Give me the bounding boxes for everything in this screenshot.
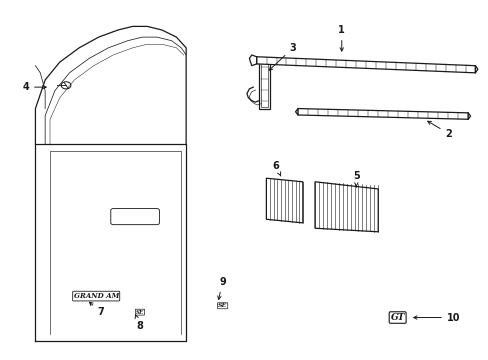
Text: 10: 10 [413, 312, 459, 323]
Bar [259, 60, 269, 109]
Text: 9: 9 [217, 277, 225, 300]
FancyBboxPatch shape [111, 208, 159, 225]
Bar [261, 62, 267, 107]
Text: 7: 7 [89, 302, 104, 317]
Text: 5: 5 [352, 171, 359, 187]
Polygon shape [266, 178, 302, 223]
Polygon shape [297, 109, 467, 119]
Polygon shape [314, 182, 377, 232]
Text: SE: SE [136, 310, 144, 315]
Text: 8: 8 [135, 315, 143, 332]
Text: SE: SE [218, 303, 227, 308]
Text: 1: 1 [338, 25, 345, 51]
Text: 2: 2 [427, 121, 451, 139]
Text: 3: 3 [269, 43, 296, 70]
Polygon shape [256, 57, 474, 73]
Text: 4: 4 [22, 82, 46, 92]
Text: GRAND AM: GRAND AM [73, 292, 119, 300]
Text: 6: 6 [272, 161, 280, 176]
Text: GT: GT [390, 313, 404, 322]
